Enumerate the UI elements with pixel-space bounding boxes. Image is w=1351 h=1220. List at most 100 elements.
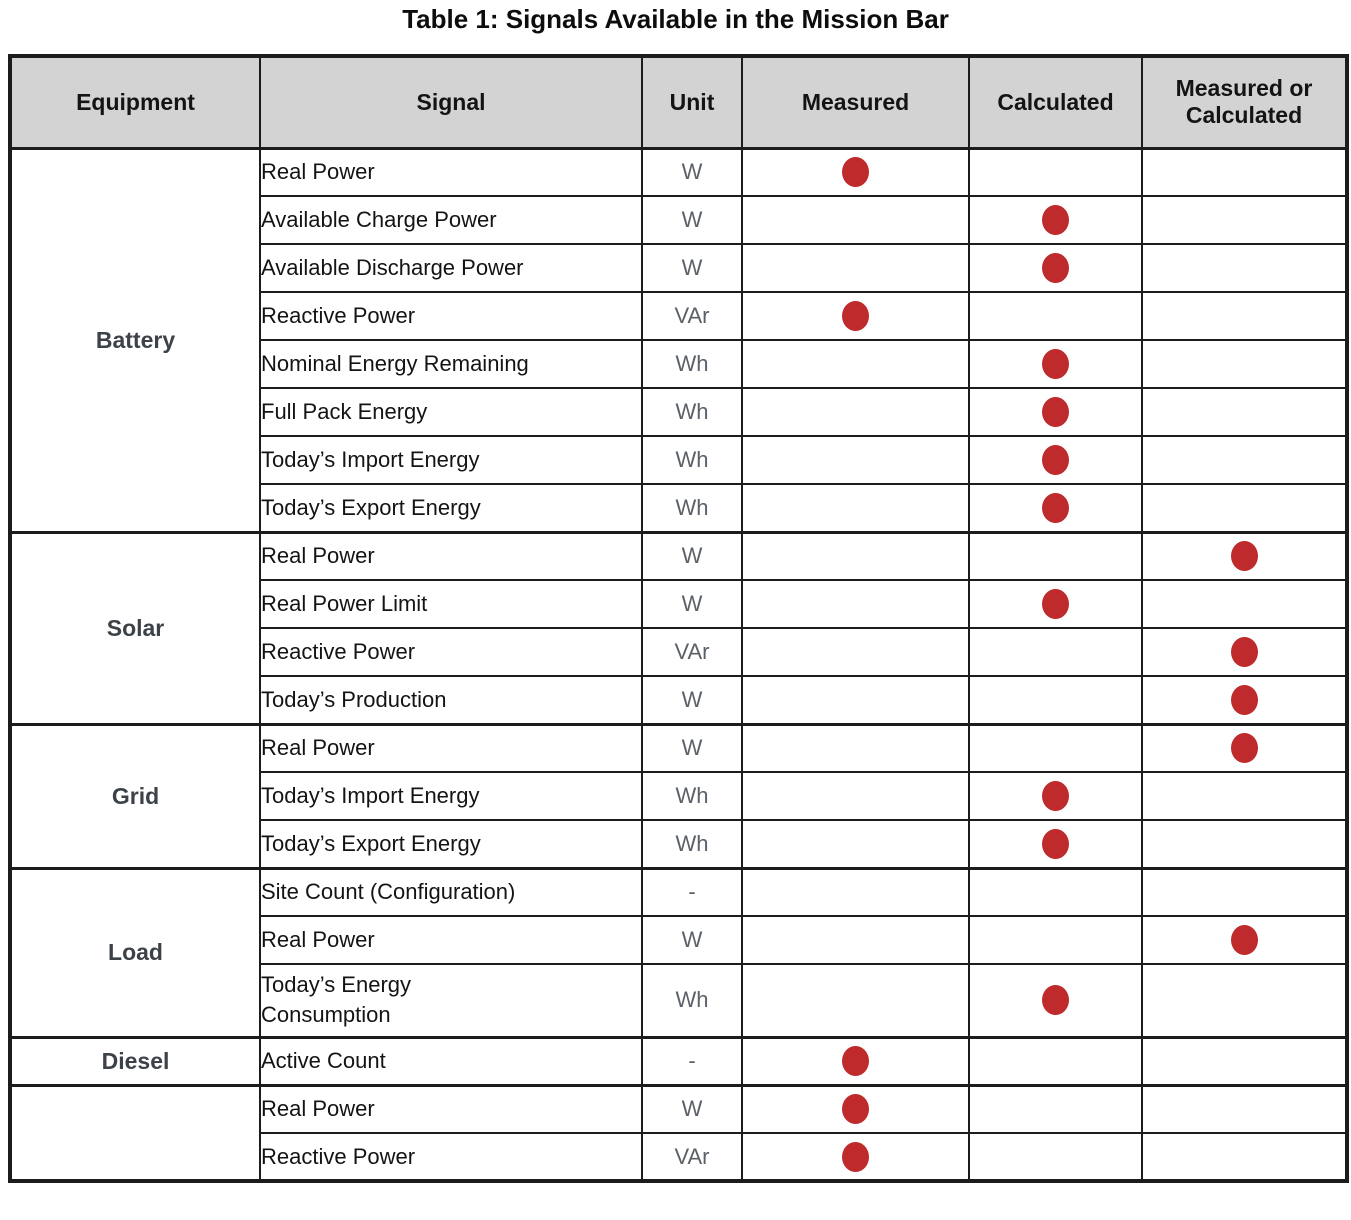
calculated-cell xyxy=(968,291,1143,341)
measured-cell xyxy=(741,483,970,533)
measured-cell xyxy=(741,1132,970,1182)
measured-dot-icon xyxy=(842,1046,869,1076)
unit-cell: W xyxy=(641,147,743,197)
table-row: Today’s Export Energy Wh xyxy=(10,483,1348,533)
calculated-cell xyxy=(968,867,1143,917)
calculated-dot-icon xyxy=(1042,349,1069,379)
signal-cell: Real Power xyxy=(259,531,643,581)
equipment-group-diesel: Diesel Active Count - xyxy=(9,1036,1348,1086)
calculated-dot-icon xyxy=(1042,828,1069,859)
calculated-dot-icon xyxy=(1042,985,1069,1016)
calculated-cell xyxy=(968,1036,1143,1086)
measured-cell xyxy=(741,243,970,293)
measured-or-calculated-cell xyxy=(1141,291,1348,341)
measured-or-calculated-cell xyxy=(1141,723,1348,773)
header-row: Equipment Signal Unit Measured Calculate… xyxy=(9,55,1348,149)
measured-cell xyxy=(741,1036,970,1086)
measured-or-calculated-dot-icon xyxy=(1230,684,1258,715)
measured-cell xyxy=(741,867,970,917)
column-header-unit: Unit xyxy=(641,55,743,149)
page-title: Table 1: Signals Available in the Missio… xyxy=(402,4,949,34)
signal-cell: Today’s Import Energy xyxy=(259,435,643,485)
measured-or-calculated-cell xyxy=(1141,387,1348,437)
unit-cell: VAr xyxy=(641,291,743,341)
measured-or-calculated-cell xyxy=(1141,195,1348,245)
measured-or-calculated-cell xyxy=(1141,531,1348,581)
measured-or-calculated-cell xyxy=(1141,963,1348,1038)
calculated-cell xyxy=(968,771,1143,821)
column-header-calculated: Calculated xyxy=(968,55,1143,149)
measured-or-calculated-cell xyxy=(1141,1084,1348,1134)
calculated-cell xyxy=(968,243,1143,293)
calculated-cell xyxy=(968,675,1143,725)
table-row: Reactive Power VAr xyxy=(10,627,1348,677)
calculated-dot-icon xyxy=(1042,205,1069,235)
calculated-dot-icon xyxy=(1042,253,1069,283)
calculated-cell xyxy=(968,1084,1143,1134)
measured-or-calculated-cell xyxy=(1141,243,1348,293)
equipment-cell: Load xyxy=(9,867,261,1038)
table-row: Battery Real Power W xyxy=(9,147,1348,533)
calculated-cell xyxy=(968,195,1143,245)
measured-or-calculated-cell xyxy=(1141,147,1348,197)
unit-cell: Wh xyxy=(641,771,743,821)
measured-or-calculated-dot-icon xyxy=(1230,637,1258,667)
column-header-measured-or-calculated: Measured or Calculated xyxy=(1141,55,1348,149)
equipment-group-solar: Solar Real Power W Real Power Limit W Re… xyxy=(9,531,1348,725)
measured-or-calculated-cell xyxy=(1141,819,1348,869)
signal-cell: Real Power Limit xyxy=(259,579,643,629)
unit-cell: W xyxy=(641,915,743,965)
table-row: Nominal Energy Remaining Wh xyxy=(10,339,1348,389)
column-header-signal: Signal xyxy=(259,55,643,149)
equipment-group-continuation: Real Power W Reactive Power VAr xyxy=(9,1084,1348,1182)
signal-cell: Today’s Import Energy xyxy=(259,771,643,821)
measured-cell xyxy=(741,627,970,677)
signal-cell: Reactive Power xyxy=(259,627,643,677)
calculated-cell xyxy=(968,147,1143,197)
signal-cell: Real Power xyxy=(259,1084,643,1134)
signal-cell: Today’s Production xyxy=(259,675,643,725)
measured-or-calculated-dot-icon xyxy=(1230,733,1258,764)
calculated-dot-icon xyxy=(1042,781,1069,811)
measured-cell xyxy=(741,435,970,485)
equipment-cell: Grid xyxy=(9,723,261,869)
measured-or-calculated-dot-icon xyxy=(1230,541,1258,572)
unit-cell: W xyxy=(641,723,743,773)
table-row: Available Discharge Power W xyxy=(10,243,1348,293)
table-row: Diesel Active Count - xyxy=(9,1036,1348,1086)
measured-cell xyxy=(741,771,970,821)
unit-cell: Wh xyxy=(641,483,743,533)
measured-or-calculated-cell xyxy=(1141,483,1348,533)
calculated-cell xyxy=(968,579,1143,629)
measured-cell xyxy=(741,963,970,1038)
unit-cell: VAr xyxy=(641,627,743,677)
measured-or-calculated-cell xyxy=(1141,435,1348,485)
table-row: Solar Real Power W xyxy=(9,531,1348,725)
calculated-cell xyxy=(968,531,1143,581)
measured-dot-icon xyxy=(842,157,869,188)
calculated-cell xyxy=(968,915,1143,965)
measured-or-calculated-cell xyxy=(1141,867,1348,917)
table-row: Today’s Import Energy Wh xyxy=(10,435,1348,485)
measured-or-calculated-cell xyxy=(1141,771,1348,821)
signal-cell: Real Power xyxy=(259,723,643,773)
measured-cell xyxy=(741,723,970,773)
table-row: Grid Real Power W xyxy=(9,723,1348,869)
equipment-cell: Solar xyxy=(9,531,261,725)
equipment-group-grid: Grid Real Power W Today’s Import Energy … xyxy=(9,723,1348,869)
signal-cell: Full Pack Energy xyxy=(259,387,643,437)
table-row: Real Power W xyxy=(10,915,1348,965)
table-row: Reactive Power VAr xyxy=(10,291,1348,341)
calculated-cell xyxy=(968,1132,1143,1182)
signal-cell: Reactive Power xyxy=(259,1132,643,1182)
measured-or-calculated-cell xyxy=(1141,1036,1348,1086)
signal-cell: Real Power xyxy=(259,915,643,965)
equipment-group-battery: Battery Real Power W Available Charge Po… xyxy=(9,147,1348,533)
measured-dot-icon xyxy=(842,301,869,331)
unit-cell: W xyxy=(641,675,743,725)
unit-cell: Wh xyxy=(641,819,743,869)
signal-cell: Available Discharge Power xyxy=(259,243,643,293)
signal-label: Today’s Energy Consumption xyxy=(261,972,412,1028)
table-row: Real Power Limit W xyxy=(10,579,1348,629)
measured-or-calculated-cell xyxy=(1141,339,1348,389)
